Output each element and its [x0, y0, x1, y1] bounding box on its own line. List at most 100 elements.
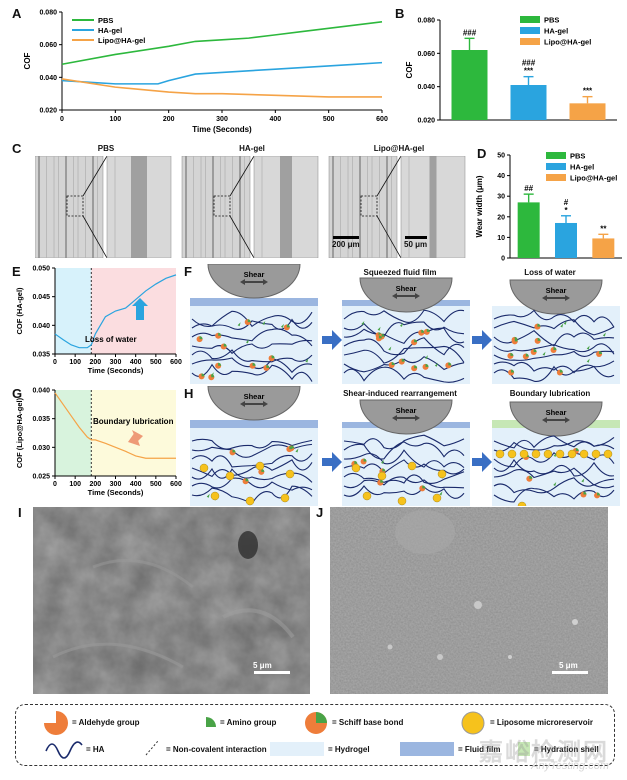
amino-group	[511, 369, 515, 373]
ha-chain	[343, 434, 465, 450]
ha-chain	[343, 366, 465, 383]
x-tick-label: 500	[323, 116, 335, 123]
amino-group	[218, 362, 222, 366]
legend-label-1: HA-gel	[98, 26, 122, 35]
legend-noncovalent: = Non-covalent interaction	[166, 745, 267, 754]
ha-chain	[191, 349, 313, 363]
amino-icon	[206, 717, 216, 727]
legend-swatch-2	[520, 38, 540, 45]
y-tick-label: 0.050	[32, 266, 50, 273]
amino-group	[271, 355, 275, 359]
amino-group	[237, 322, 241, 327]
y-tick-label: 0.060	[39, 42, 57, 49]
x-tick-label: 600	[376, 116, 388, 123]
scheme-h-title-3: Boundary lubrication	[509, 389, 591, 398]
amino-group	[380, 479, 384, 483]
legend-amino: = Amino group	[220, 718, 277, 727]
shear-label-0: Shear	[244, 270, 265, 279]
x-tick-label: 300	[110, 359, 122, 366]
ha-chain	[343, 485, 465, 499]
chart-a: 0.020 0.040 0.060 0.080 0 100 200 300 400 500 600 T…	[23, 10, 388, 135]
series-line-0	[61, 21, 383, 66]
liposome	[351, 463, 361, 473]
flow-arrow	[322, 330, 342, 350]
micro-title-pbs: PBS	[97, 144, 115, 153]
legend-fluid: = Fluid film	[458, 745, 501, 754]
liposome	[255, 461, 265, 471]
y-axis-label: COF (HA-gel)	[15, 287, 24, 335]
shear-label-2: Shear	[546, 286, 567, 295]
ha-chain	[493, 477, 615, 494]
legend-liposome: = Liposome microreservoir	[490, 718, 593, 727]
x-tick-label: 100	[69, 481, 81, 488]
y-tick-label: 0.040	[417, 84, 435, 91]
x-axis-label: Time (Seconds)	[192, 125, 252, 134]
amino-group	[599, 350, 603, 354]
ha-chain	[191, 363, 313, 382]
amino-group	[602, 332, 606, 337]
scheme-h: Shear Shear Shear	[190, 386, 620, 506]
amino-group	[223, 343, 227, 347]
zoom-box-0	[66, 195, 84, 217]
amino-group	[286, 324, 290, 328]
amino-group	[553, 481, 557, 486]
liposome	[225, 471, 235, 481]
zoom-line-top-1	[229, 156, 255, 197]
ha-chain	[493, 319, 615, 336]
amino-group	[380, 459, 384, 464]
panel-label-f: F	[184, 264, 192, 279]
scale-bar-200	[333, 236, 359, 239]
amino-group	[252, 362, 256, 366]
bar-2	[569, 103, 606, 120]
y-tick-label: 0.080	[39, 10, 57, 17]
amino-group	[414, 339, 418, 343]
ha-chain	[343, 309, 465, 323]
y-tick-label: 0.020	[417, 118, 435, 125]
chart-b: 0.0200.0400.0600.080###PBS###***HA-gel**…	[405, 16, 617, 125]
watermark-cn: 嘉峪检测网	[479, 739, 609, 766]
y-tick-label: 10	[497, 235, 505, 242]
liposome	[432, 493, 442, 503]
scheme-f-title-2: Squeezed fluid film	[363, 268, 437, 277]
hydrogel-swatch	[270, 742, 324, 756]
x-tick-label: 600	[170, 359, 182, 366]
amino-group	[553, 347, 557, 351]
noncovalent-icon	[145, 740, 159, 756]
legend-symbols	[44, 711, 530, 759]
ha-chain	[493, 309, 615, 328]
aldehyde-icon	[44, 711, 68, 735]
wear-track-0	[131, 156, 147, 258]
sem-i-scale-label: 5 μm	[253, 661, 272, 670]
amino-group	[533, 348, 537, 352]
bar-0	[451, 50, 488, 120]
y-tick-label: 0.045	[32, 294, 50, 301]
amino-group	[575, 448, 579, 452]
significance-label-1: *	[564, 206, 568, 215]
shear-arrow-1	[392, 293, 420, 299]
legend-aldehyde: = Aldehyde group	[72, 718, 140, 727]
ha-chain	[191, 459, 313, 478]
liposome	[362, 491, 372, 501]
ha-chain	[343, 345, 465, 364]
zoom-box-1	[213, 195, 231, 217]
panel-label-h: H	[184, 386, 194, 401]
legend-label-0: PBS	[570, 152, 585, 161]
scheme-f: Shear Shear Shear	[190, 264, 620, 384]
amino-group	[381, 333, 385, 337]
zoom-box-2	[360, 195, 378, 217]
amino-group	[514, 338, 518, 342]
legend-swatch-2	[546, 174, 566, 181]
amino-group	[280, 323, 284, 328]
ha-chain	[493, 451, 615, 468]
chart-g: 0.025 0.030 0.035 0.040 0 100 200 300 400 500 600 T…	[15, 388, 182, 498]
legend-label-0: PBS	[98, 16, 113, 25]
flow-arrow	[472, 330, 492, 350]
shear-arrow-2	[542, 417, 570, 423]
x-tick-label: 300	[216, 116, 228, 123]
legend-swatch-1	[546, 163, 566, 170]
legend-swatch-0	[520, 16, 540, 23]
liposome	[531, 449, 541, 459]
y-axis-label: Wear width (μm)	[475, 175, 484, 237]
ha-chain	[343, 337, 465, 356]
amino-group	[378, 335, 382, 339]
